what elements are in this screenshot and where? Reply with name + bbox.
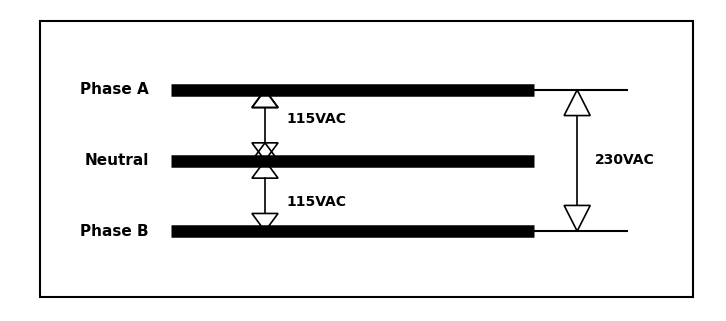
Text: Phase A: Phase A — [80, 82, 149, 97]
Text: Phase B: Phase B — [80, 224, 149, 239]
Text: 115VAC: 115VAC — [287, 195, 347, 209]
Text: 230VAC: 230VAC — [595, 153, 655, 168]
Bar — [40, 21, 693, 297]
Text: Neutral: Neutral — [84, 153, 149, 168]
Text: 115VAC: 115VAC — [287, 112, 347, 126]
